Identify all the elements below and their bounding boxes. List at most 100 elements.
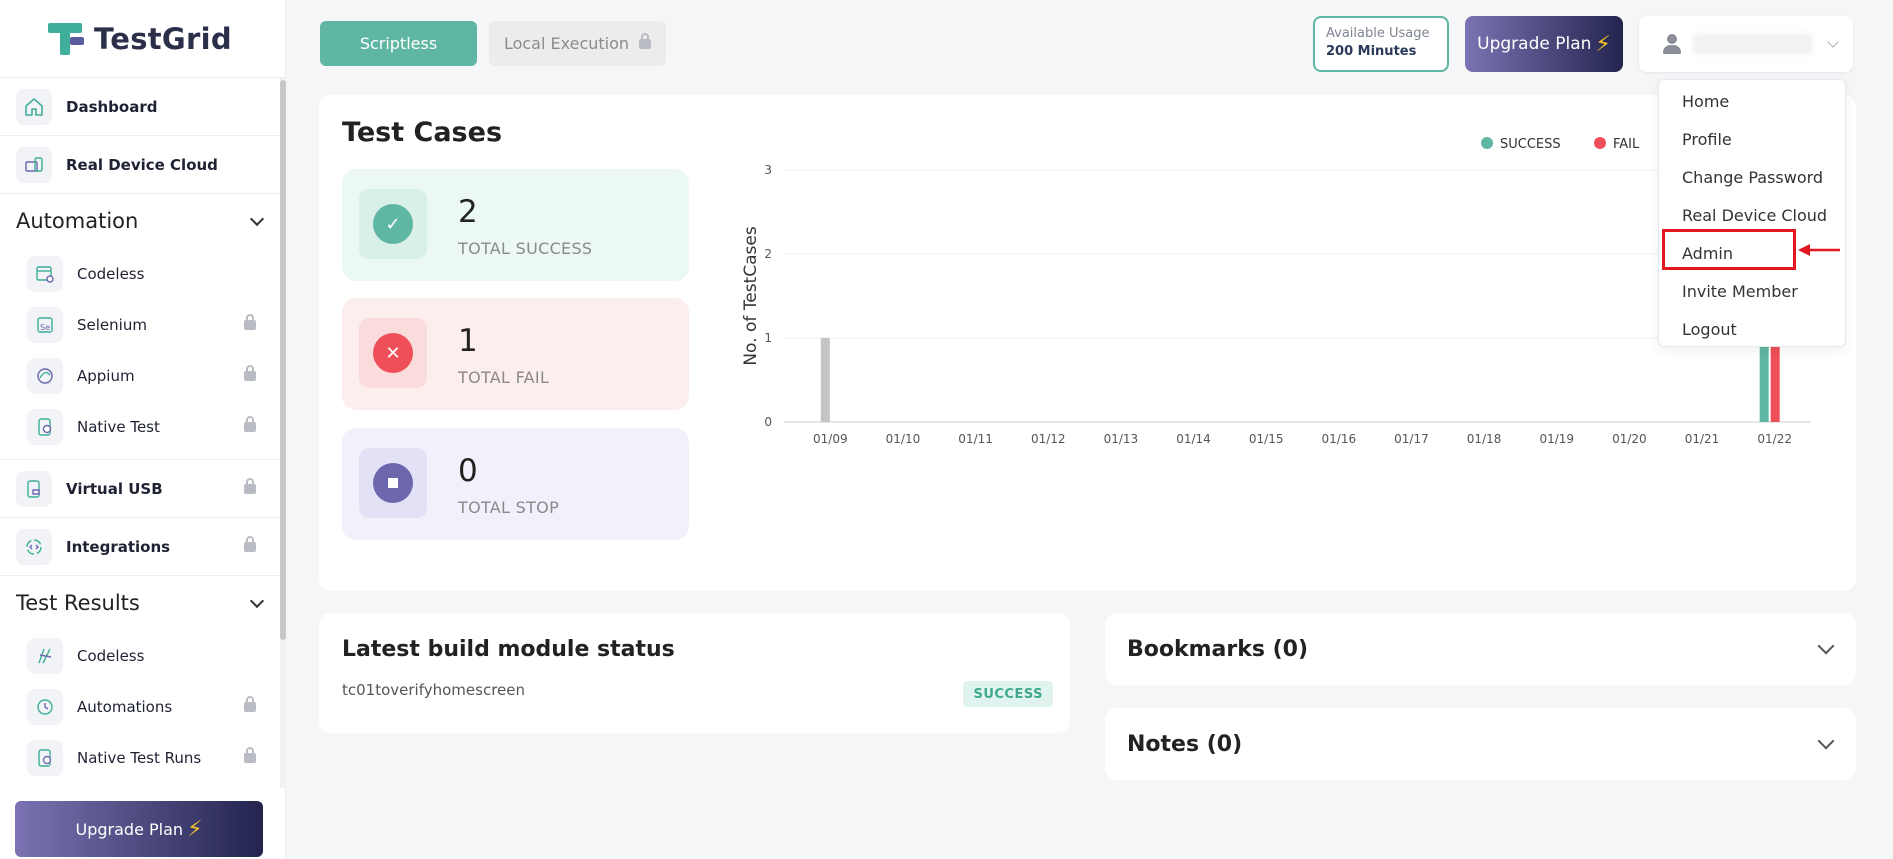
sidebar-item-real-device-cloud[interactable]: Real Device Cloud (0, 136, 280, 194)
x-tick-label: 01/19 (1539, 432, 1574, 446)
user-name-redacted (1693, 33, 1813, 55)
brand-logo[interactable]: TestGrid (0, 0, 285, 78)
upgrade-plan-label: Upgrade Plan (1477, 34, 1592, 54)
latest-build-card: Latest build module status tc01toverifyh… (319, 613, 1070, 733)
x-tick-label: 01/12 (1031, 432, 1066, 446)
sidebar-item-label: Dashboard (66, 97, 158, 116)
sidebar-item-codeless[interactable]: Codeless (0, 248, 280, 299)
y-tick-label: 1 (764, 331, 772, 345)
lock-icon (244, 415, 256, 432)
stop-icon (373, 463, 413, 503)
sidebar-item-selenium[interactable]: Se Selenium (0, 299, 280, 350)
sidebar: TestGrid Dashboard Real Device Cloud Aut… (0, 0, 286, 859)
notes-title: Notes (0) (1127, 731, 1243, 757)
sidebar-item-native-test-runs[interactable]: Native Test Runs (0, 732, 280, 783)
lock-icon (244, 313, 256, 330)
x-tick-label: 01/17 (1394, 432, 1429, 446)
tab-local-execution[interactable]: Local Execution (489, 21, 666, 66)
codeless-icon (27, 255, 63, 292)
y-tick-label: 3 (764, 163, 772, 177)
stat-value: 2 (458, 194, 478, 230)
user-menu-toggle[interactable] (1639, 16, 1853, 72)
close-icon: ✕ (373, 333, 413, 373)
sidebar-item-virtual-usb[interactable]: Virtual USB (0, 460, 280, 518)
upgrade-plan-button[interactable]: Upgrade Plan ⚡ (1465, 16, 1623, 72)
integrations-icon (16, 528, 52, 565)
sidebar-item-codeless-results[interactable]: Codeless (0, 630, 280, 681)
build-module-name[interactable]: tc01toverifyhomescreen (342, 681, 525, 699)
x-tick-label: 01/21 (1685, 432, 1720, 446)
legend-swatch (1594, 137, 1606, 149)
tab-scriptless[interactable]: Scriptless (320, 21, 477, 66)
sidebar-item-label: Codeless (77, 646, 145, 665)
menu-item-change-password[interactable]: Change Password (1682, 167, 1824, 187)
bookmarks-title: Bookmarks (0) (1127, 636, 1309, 662)
lightning-icon: ⚡ (187, 816, 203, 842)
y-tick-label: 2 (764, 247, 772, 261)
tab-label: Scriptless (359, 34, 438, 53)
sidebar-item-label: Integrations (66, 537, 171, 556)
tab-label: Local Execution (503, 34, 630, 53)
menu-item-real-device-cloud[interactable]: Real Device Cloud (1682, 205, 1828, 225)
x-tick-label: 01/13 (1104, 432, 1139, 446)
x-tick-label: 01/22 (1757, 432, 1792, 446)
x-tick-label: 01/09 (813, 432, 848, 446)
user-menu-dropdown: Home Profile Change Password Real Device… (1658, 79, 1846, 347)
stat-label: TOTAL SUCCESS (458, 239, 593, 258)
annotation-arrow-icon (1798, 244, 1840, 256)
sidebar-upgrade-plan-button[interactable]: Upgrade Plan ⚡ (15, 801, 263, 857)
testgrid-logo-icon (48, 21, 84, 57)
sidebar-item-label: Native Test (77, 417, 160, 436)
x-tick-label: 01/18 (1467, 432, 1502, 446)
devices-icon (16, 146, 52, 183)
chevron-down-icon (249, 593, 265, 608)
sidebar-item-integrations[interactable]: Integrations (0, 518, 280, 576)
sidebar-item-label: Native Test Runs (77, 748, 202, 767)
x-tick-label: 01/10 (886, 432, 921, 446)
x-tick-label: 01/16 (1322, 432, 1357, 446)
bookmarks-accordion[interactable]: Bookmarks (0) (1105, 613, 1856, 685)
usage-value: 200 Minutes (1326, 44, 1417, 59)
section-title: Test Results (16, 591, 140, 615)
stat-label: TOTAL FAIL (458, 368, 550, 387)
lock-icon (244, 364, 256, 381)
admin-highlight-box (1662, 229, 1796, 270)
notes-accordion[interactable]: Notes (0) (1105, 708, 1856, 780)
x-tick-label: 01/14 (1176, 432, 1211, 446)
legend-swatch (1481, 137, 1493, 149)
x-tick-label: 01/15 (1249, 432, 1284, 446)
lightning-icon: ⚡ (1595, 31, 1611, 57)
sidebar-item-automations[interactable]: Automations (0, 681, 280, 732)
svg-text:Se: Se (40, 323, 50, 332)
sidebar-item-label: Codeless (77, 264, 145, 283)
available-usage-badge: Available Usage 200 Minutes (1313, 16, 1449, 72)
menu-item-logout[interactable]: Logout (1682, 319, 1737, 339)
selenium-icon: Se (27, 306, 63, 343)
stat-value: 0 (458, 453, 478, 489)
section-title: Automation (16, 209, 139, 233)
lock-icon (244, 477, 256, 494)
usage-label: Available Usage (1326, 26, 1430, 41)
y-tick-label: 0 (764, 415, 772, 429)
test-cases-title: Test Cases (342, 117, 503, 148)
sidebar-section-automation[interactable]: Automation (0, 194, 280, 248)
sidebar-item-native-test[interactable]: Native Test (0, 401, 280, 452)
sidebar-scrollbar-thumb[interactable] (280, 80, 286, 640)
x-tick-label: 01/11 (958, 432, 993, 446)
stat-value: 1 (458, 323, 478, 359)
menu-item-home[interactable]: Home (1682, 91, 1730, 111)
chevron-down-icon (1827, 36, 1839, 48)
menu-item-invite-member[interactable]: Invite Member (1682, 281, 1798, 301)
legend-entry: SUCCESS (1500, 137, 1561, 152)
sidebar-item-label: Virtual USB (66, 479, 163, 498)
menu-item-admin[interactable]: Admin (1682, 243, 1733, 263)
menu-item-profile[interactable]: Profile (1682, 129, 1732, 149)
brand-name: TestGrid (94, 21, 232, 56)
stat-label: TOTAL STOP (458, 498, 560, 517)
lock-icon (244, 535, 256, 552)
home-icon (16, 88, 52, 125)
sidebar-item-dashboard[interactable]: Dashboard (0, 78, 280, 136)
sidebar-section-test-results[interactable]: Test Results (0, 576, 280, 630)
sidebar-item-appium[interactable]: Appium (0, 350, 280, 401)
bar-fail (1770, 338, 1780, 422)
